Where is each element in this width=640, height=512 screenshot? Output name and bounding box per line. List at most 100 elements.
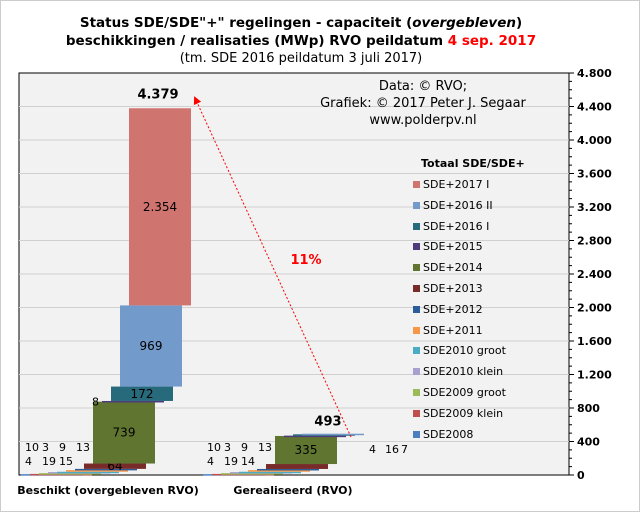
bar-label: 15: [59, 455, 73, 468]
y-tick-label: 2.400: [577, 268, 612, 281]
legend-swatch: [413, 389, 420, 396]
bar-label: 9: [241, 441, 248, 454]
bar-sde-2016-ii: [302, 433, 364, 436]
legend-label: SDE+2012: [423, 302, 483, 316]
bar-sde-2012: [257, 468, 319, 471]
bar-sde2009-groot: [39, 473, 101, 475]
credit-data: Data: © RVO;: [378, 79, 468, 94]
bar-label: 13: [258, 441, 272, 454]
bar-label: 969: [140, 339, 163, 353]
legend-label: SDE2008: [423, 427, 474, 441]
chart-subtitle: (tm. SDE 2016 peildatum 3 juli 2017): [179, 51, 423, 66]
bar-sde-2011: [66, 470, 128, 472]
bar-label: 7: [401, 443, 408, 456]
bar-label: 4: [369, 443, 376, 456]
y-tick-label: 3.200: [577, 201, 612, 214]
total-label: 493: [314, 415, 341, 430]
bar-sde2009-klein: [212, 473, 274, 476]
bar-sde-2014: [93, 401, 155, 464]
bar-sde2009-groot: [221, 473, 283, 475]
bar-sde-2013: [84, 463, 146, 469]
y-tick-label: 4.800: [577, 67, 612, 80]
legend-item: SDE+2013: [413, 282, 483, 295]
legend-swatch: [413, 430, 420, 438]
bar-sde-2016-ii: [120, 305, 182, 387]
legend-label: SDE+2017 I: [423, 178, 490, 191]
legend-item: SDE+2011: [413, 324, 483, 337]
bar-label: 3: [42, 441, 49, 454]
bar-label: 8: [92, 396, 99, 409]
chart-title-line1: Status SDE/SDE"+" regelingen - capacitei…: [1, 15, 601, 31]
title-part: ): [515, 15, 523, 31]
y-tick-label: 4.000: [577, 134, 612, 147]
bar-label: 2.354: [143, 200, 177, 214]
legend-swatch: [413, 285, 420, 292]
bar-label: 10: [25, 441, 39, 454]
legend-label: SDE+2013: [423, 282, 483, 295]
legend-title: Totaal SDE/SDE+: [421, 157, 525, 170]
credit-url: www.polderpv.nl: [369, 113, 477, 128]
legend-swatch: [413, 264, 420, 272]
legend-item: SDE+2014: [413, 261, 483, 274]
y-tick-label: 800: [577, 402, 600, 415]
y-tick-label: 4.400: [577, 101, 612, 114]
legend-item: SDE+2016 I: [413, 220, 489, 233]
legend-item: SDE2010 klein: [413, 365, 503, 378]
y-tick-label: 400: [577, 436, 600, 449]
legend-label: SDE+2011: [423, 323, 483, 337]
y-tick-label: 1.600: [577, 335, 612, 348]
legend-swatch: [413, 368, 420, 376]
x-category-label: Beschikt (overgebleven RVO): [17, 484, 198, 497]
bar-label: 9: [59, 441, 66, 454]
legend-swatch: [413, 347, 420, 355]
bar-sde-2011: [248, 470, 310, 472]
y-tick-label: 2.800: [577, 235, 612, 248]
legend-item: SDE2010 groot: [413, 344, 506, 357]
bar-sde-2012: [75, 468, 137, 471]
bar-sde-2014: [275, 435, 337, 465]
bar-sde2010-groot: [239, 471, 301, 474]
y-tick-label: 1.200: [577, 369, 612, 382]
bar-label: 172: [131, 387, 154, 401]
bar-sde-2013: [266, 464, 328, 469]
title-part: beschikkingen / realisaties (MWp) RVO pe…: [65, 33, 448, 49]
bar-label: 13: [76, 441, 90, 454]
legend-swatch: [413, 409, 420, 417]
bar-sde-2015: [284, 435, 346, 438]
bar-label: 14: [241, 455, 255, 468]
legend-item: SDE2008: [413, 428, 473, 441]
legend-item: SDE+2015: [413, 240, 483, 253]
bar-label: 4: [25, 455, 32, 468]
bar-label: 335: [295, 443, 318, 457]
legend-label: SDE+2016 I: [423, 219, 490, 233]
legend-item: SDE2009 groot: [413, 386, 506, 399]
legend-label: SDE2010 klein: [423, 365, 504, 379]
legend-swatch: [413, 201, 420, 209]
y-tick-label: 2.000: [577, 302, 612, 315]
legend-swatch: [413, 305, 420, 313]
total-label: 4.379: [137, 87, 178, 102]
bar-label: 10: [207, 441, 221, 454]
legend-swatch: [413, 243, 420, 251]
legend-swatch: [413, 181, 420, 188]
legend-label: SDE+2016 II: [423, 198, 493, 212]
bar-label: 19: [42, 455, 56, 468]
bar-sde2010-groot: [57, 471, 119, 474]
legend-swatch: [413, 326, 420, 334]
x-category-label: Gerealiseerd (RVO): [233, 484, 352, 497]
bar-sde-2017-i: [129, 108, 191, 306]
legend-swatch: [413, 222, 420, 230]
legend-item: SDE2009 klein: [413, 407, 503, 420]
bar-label: 4: [207, 455, 214, 468]
legend-label: SDE2009 groot: [423, 386, 506, 399]
title-italic: overgebleven: [412, 15, 516, 31]
title-date: 4 sep. 2017: [447, 33, 537, 49]
bar-label: 3: [224, 441, 231, 454]
y-tick-label: 3.600: [577, 168, 612, 181]
bar-sde-2015: [102, 400, 164, 403]
y-tick-label: 0: [577, 469, 585, 482]
legend-label: SDE+2014: [423, 261, 483, 275]
bar-sde2009-klein: [30, 473, 92, 476]
